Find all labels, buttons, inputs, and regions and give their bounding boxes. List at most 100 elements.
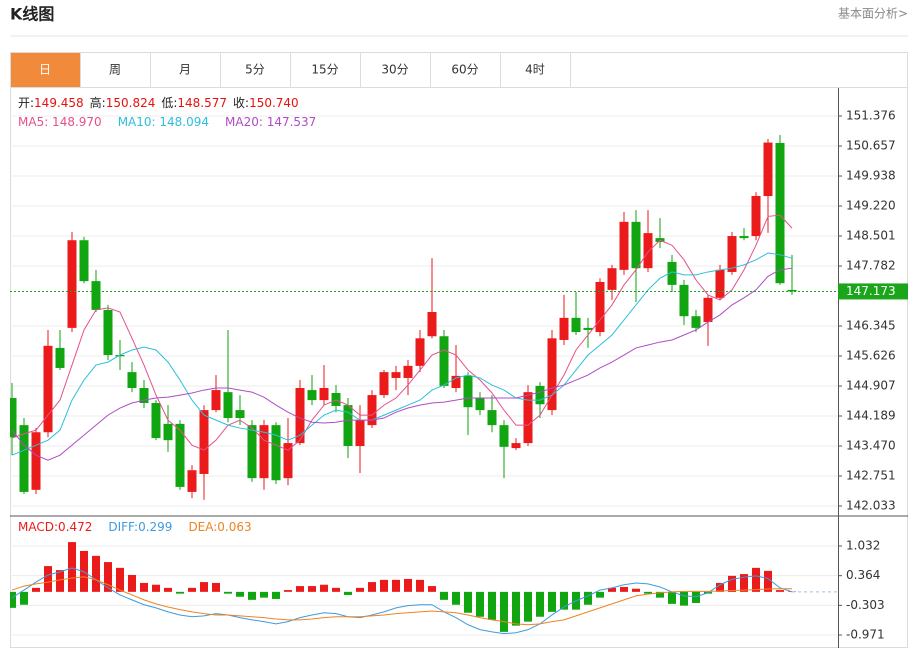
tab-label[interactable]: 5分 xyxy=(245,63,265,77)
tab-label[interactable]: 15分 xyxy=(311,63,338,77)
macd-bar xyxy=(20,591,28,605)
tab[interactable] xyxy=(220,52,291,88)
macd-bar xyxy=(284,590,292,592)
candle-body xyxy=(79,240,89,282)
candle-body xyxy=(403,365,413,378)
macd-bar xyxy=(560,591,568,610)
candle-body xyxy=(115,355,125,357)
candle-body xyxy=(211,390,221,411)
candle-body xyxy=(487,410,497,426)
macd-bar xyxy=(476,591,484,617)
candle-body xyxy=(175,423,185,487)
info-value: 150.824 xyxy=(106,96,156,110)
macd-bar xyxy=(368,582,376,592)
y-tick-label: 151.376 xyxy=(846,109,896,123)
candle-body xyxy=(523,392,533,444)
candle-body xyxy=(607,268,617,290)
tab[interactable] xyxy=(80,52,151,88)
macd-bar xyxy=(344,591,352,595)
candle-body xyxy=(343,405,353,447)
macd-bar xyxy=(392,579,400,592)
macd-bar xyxy=(380,579,388,592)
panel-frame xyxy=(10,52,908,648)
macd-bar xyxy=(644,591,652,594)
macd-bar xyxy=(512,591,520,626)
macd-bar xyxy=(464,591,472,613)
candle-body xyxy=(727,236,737,272)
macd-bar xyxy=(212,582,220,592)
macd-bar xyxy=(32,587,40,592)
y-tick-label: -0.303 xyxy=(846,598,885,612)
tab-label[interactable]: 4时 xyxy=(525,63,545,77)
chart-layer: 142.033 142.751 143.470 144.189 144.907 145.6… xyxy=(10,95,908,642)
tab-label[interactable]: 60分 xyxy=(451,63,478,77)
candle-body xyxy=(463,375,473,408)
macd-bar xyxy=(620,586,628,592)
macd-bar xyxy=(188,587,196,592)
y-tick-label: 142.751 xyxy=(846,469,896,483)
candle-body xyxy=(283,443,293,479)
tab-label[interactable]: 30分 xyxy=(381,63,408,77)
macd-bar xyxy=(440,591,448,600)
legend-item: MA20: 147.537 xyxy=(225,115,316,129)
tab-label[interactable]: 周 xyxy=(109,63,121,77)
candle-body xyxy=(139,387,149,404)
info-label: 低: xyxy=(161,96,177,110)
legend-item: MACD:0.472 xyxy=(18,520,92,534)
candle-body xyxy=(439,336,449,386)
candle-body xyxy=(415,338,425,366)
info-label: 高: xyxy=(90,95,106,110)
info-label: 开: xyxy=(18,96,34,110)
tab[interactable] xyxy=(360,52,431,88)
macd-bar xyxy=(524,591,532,622)
candle-body xyxy=(103,309,113,356)
candle-body xyxy=(691,316,701,328)
candle-body xyxy=(379,372,389,396)
candle-body xyxy=(151,403,161,439)
candle-body xyxy=(547,338,557,411)
macd-bar xyxy=(260,591,268,598)
candle-body xyxy=(295,387,305,444)
candle-body xyxy=(667,261,677,285)
macd-bar xyxy=(716,582,724,592)
tab-label[interactable]: 日 xyxy=(39,63,51,77)
candle-body xyxy=(703,297,713,323)
macd-bar xyxy=(752,567,760,592)
indicator-line xyxy=(11,252,793,456)
indicator-line xyxy=(11,214,793,451)
macd-bar xyxy=(140,582,148,592)
candle-body xyxy=(247,425,257,479)
candle-body xyxy=(199,410,209,474)
candle-body xyxy=(127,372,137,388)
candle-body xyxy=(751,195,761,237)
tab[interactable] xyxy=(10,52,81,88)
ma-legend: MA5: 148.970 MA10: 148.094 MA20: 147.537 xyxy=(18,115,316,129)
candle-body xyxy=(535,385,545,405)
macd-bar xyxy=(56,570,64,592)
macd-bar xyxy=(608,587,616,592)
candle-body xyxy=(43,345,53,433)
tab[interactable] xyxy=(500,52,571,88)
macd-bar xyxy=(584,591,592,605)
fundamental-link[interactable]: 基本面分析> xyxy=(838,7,908,21)
candle-body xyxy=(67,240,77,328)
y-tick-label: 147.782 xyxy=(846,259,896,273)
macd-bar xyxy=(176,591,184,594)
tab-label[interactable]: 月 xyxy=(179,63,191,77)
macd-bar xyxy=(128,574,136,592)
indicator-line xyxy=(11,567,793,635)
y-tick-label: 0.364 xyxy=(846,568,880,582)
candle-body xyxy=(223,392,233,419)
candle-body xyxy=(595,281,605,333)
macd-bar xyxy=(116,567,124,592)
macd-bar xyxy=(728,575,736,592)
macd-bar xyxy=(668,591,676,604)
candle-body xyxy=(331,392,341,406)
candle-body xyxy=(187,470,197,492)
tab[interactable] xyxy=(150,52,221,88)
y-tick-label: 148.501 xyxy=(846,229,896,243)
y-tick-label: 143.470 xyxy=(846,439,896,453)
macd-bar xyxy=(152,584,160,592)
candle-body xyxy=(91,281,101,310)
macd-bar xyxy=(764,570,772,592)
